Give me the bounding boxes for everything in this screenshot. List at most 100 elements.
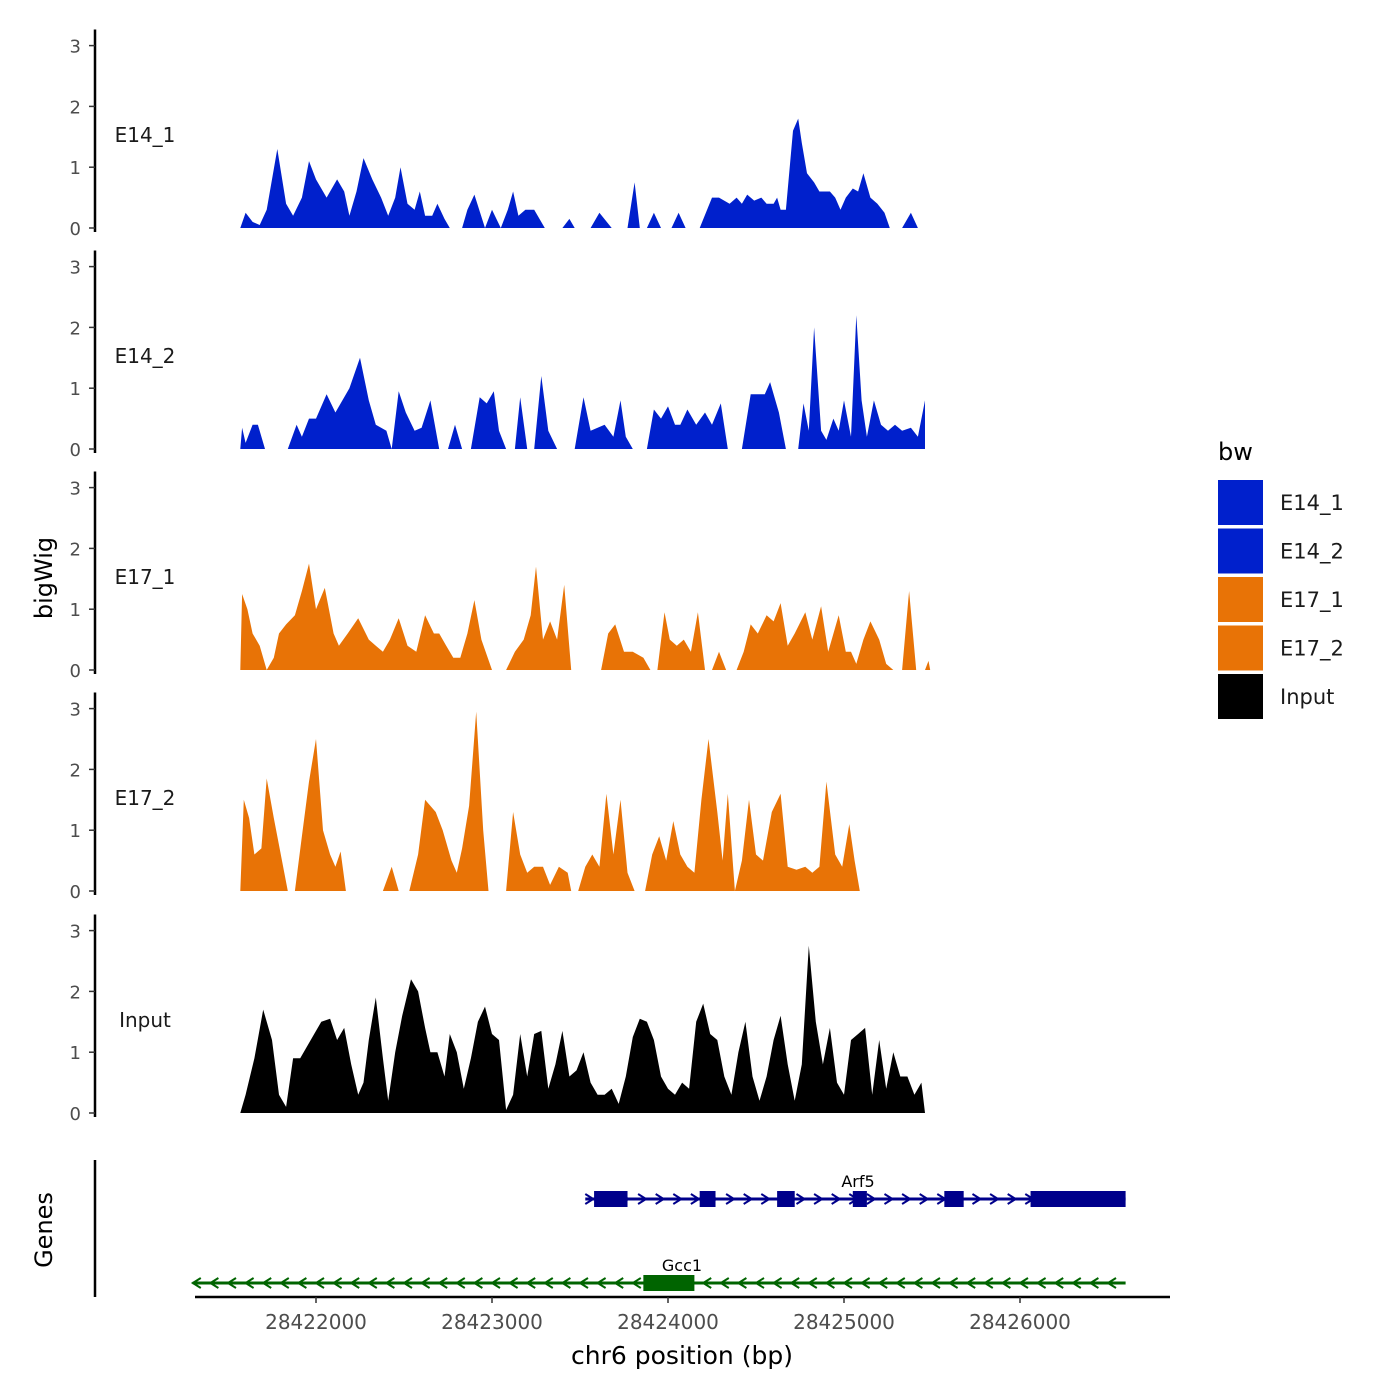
strand-arrow	[525, 1277, 536, 1289]
strand-arrow	[630, 1277, 642, 1289]
x-axis-title: chr6 position (bp)	[571, 1341, 793, 1370]
legend-swatch	[1218, 528, 1263, 574]
gene-gcc1: Gcc1	[190, 1256, 1126, 1291]
strand-arrow	[595, 1277, 607, 1289]
track-e14-1: 0 1 2 3 E14_1	[70, 29, 918, 240]
y-tick-label: 1	[70, 821, 81, 842]
strand-arrow	[971, 1193, 983, 1205]
strand-arrow	[919, 1193, 930, 1205]
legend-label: E17_2	[1280, 637, 1344, 662]
y-tick-label: 0	[70, 219, 81, 240]
y-tick-label: 2	[70, 539, 81, 560]
strand-arrow	[560, 1277, 571, 1289]
strand-arrow	[789, 1277, 800, 1289]
strand-arrow	[366, 1277, 378, 1289]
x-tick-label: 28424000	[617, 1310, 719, 1334]
track-label: Input	[119, 1008, 171, 1032]
strand-arrow	[1106, 1277, 1117, 1289]
strand-arrow	[1018, 1277, 1029, 1289]
legend-label: E14_2	[1280, 540, 1344, 565]
track-input: 0 1 2 3 Input	[70, 914, 926, 1125]
x-tick-label: 28425000	[793, 1310, 895, 1334]
track-area	[240, 563, 931, 670]
legend-label: E17_1	[1280, 588, 1344, 613]
strand-arrow	[1000, 1277, 1011, 1289]
y-tick-label: 3	[70, 258, 81, 279]
strand-arrow	[637, 1193, 648, 1205]
track-e17-2: 0 1 2 3 E17_2	[70, 692, 866, 903]
strand-arrow	[419, 1277, 431, 1289]
track-area	[240, 118, 918, 228]
y-tick-label: 0	[70, 661, 81, 682]
strand-arrow	[718, 1277, 730, 1289]
strand-arrow	[813, 1193, 824, 1205]
legend-label: Input	[1280, 685, 1334, 709]
strand-arrow	[842, 1277, 853, 1289]
track-e17-1: 0 1 2 3 E17_1	[70, 471, 931, 682]
exon	[699, 1191, 716, 1207]
strand-arrow	[1053, 1277, 1064, 1289]
exon	[1030, 1191, 1126, 1207]
y-tick-label: 0	[70, 882, 81, 903]
strand-arrow	[278, 1277, 290, 1289]
strand-arrow	[490, 1277, 501, 1289]
track-label: E17_2	[115, 786, 176, 810]
track-e14-2: 0 1 2 3 E14_2	[70, 250, 926, 461]
strand-arrow	[578, 1277, 589, 1289]
y-tick-label: 3	[70, 922, 81, 943]
strand-arrow	[754, 1277, 765, 1289]
strand-arrow	[743, 1193, 754, 1205]
y-tick-label: 1	[70, 158, 81, 179]
y-tick-label: 2	[70, 97, 81, 118]
strand-arrow	[760, 1193, 772, 1205]
strand-arrow	[930, 1277, 941, 1289]
strand-arrow	[296, 1277, 307, 1289]
y-tick-label: 0	[70, 1104, 81, 1125]
track-area	[240, 711, 866, 891]
strand-arrow	[190, 1277, 202, 1289]
strand-arrow	[613, 1277, 624, 1289]
y-tick-label: 2	[70, 760, 81, 781]
strand-arrow	[349, 1277, 360, 1289]
exon	[643, 1275, 695, 1291]
strand-arrow	[989, 1193, 1000, 1205]
legend-swatch	[1218, 674, 1263, 719]
track-area	[240, 945, 926, 1113]
strand-arrow	[1088, 1277, 1099, 1289]
gene-label: Arf5	[841, 1172, 874, 1191]
exon	[852, 1191, 867, 1207]
strand-arrow	[771, 1277, 783, 1289]
track-area	[240, 315, 926, 449]
strand-arrow	[1070, 1277, 1082, 1289]
strand-arrow	[672, 1193, 684, 1205]
strand-arrow	[655, 1193, 666, 1205]
strand-arrow	[824, 1277, 835, 1289]
strand-arrow	[437, 1277, 448, 1289]
y-tick-label: 3	[70, 700, 81, 721]
legend: bw E14_1 E14_2 E17_1 E17_2 Input	[1218, 438, 1344, 719]
strand-arrow	[261, 1277, 272, 1289]
strand-arrow	[806, 1277, 818, 1289]
y-tick-label: 3	[70, 479, 81, 500]
strand-arrow	[982, 1277, 994, 1289]
strand-arrow	[877, 1277, 888, 1289]
strand-arrow	[894, 1277, 906, 1289]
strand-arrow	[1007, 1193, 1018, 1205]
strand-arrow	[725, 1193, 736, 1205]
y-tick-label: 3	[70, 37, 81, 58]
strand-arrow	[472, 1277, 483, 1289]
y-tick-label: 2	[70, 982, 81, 1003]
track-label: E17_1	[115, 565, 176, 589]
genes-axis-title: Genes	[30, 1192, 58, 1268]
strand-arrow	[965, 1277, 976, 1289]
strand-arrow	[831, 1193, 842, 1205]
strand-arrow	[795, 1193, 807, 1205]
strand-arrow	[866, 1193, 877, 1205]
y-tick-label: 1	[70, 1043, 81, 1064]
x-axis: 28422000 28423000 28424000 28425000 28426000	[195, 1295, 1170, 1334]
strand-arrow	[402, 1277, 413, 1289]
strand-arrow	[454, 1277, 466, 1289]
x-tick-label: 28422000	[265, 1310, 367, 1334]
y-tick-label: 2	[70, 318, 81, 339]
